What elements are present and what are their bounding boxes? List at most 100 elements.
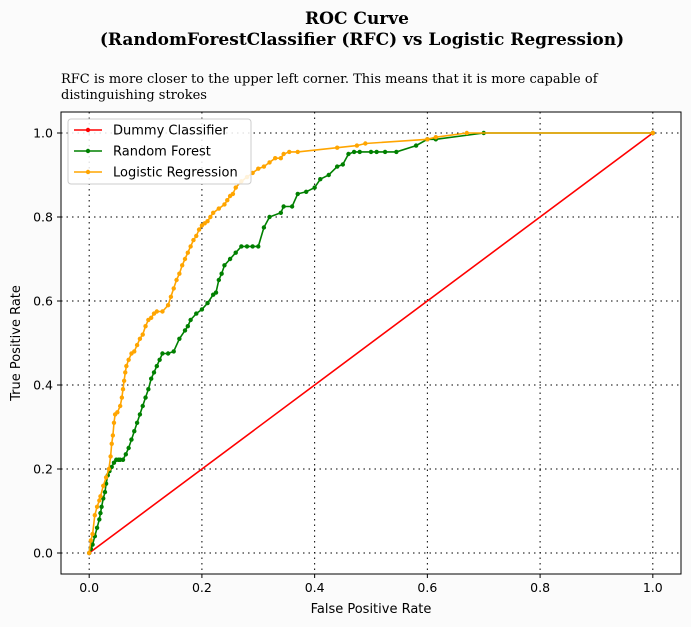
logistic-regression-point: [295, 149, 300, 155]
plot-area: 0.0 0.2 0.4 0.6 0.8 1.0 0.0 0.2 0.4 0.6 0.8 1.0 Dumm…: [33, 111, 682, 595]
random-forest-point: [126, 445, 131, 451]
logistic-regression-point: [126, 357, 131, 362]
legend-random-forest-marker: [85, 148, 91, 154]
random-forest-point: [171, 349, 176, 354]
y-tick-label: 0.6: [33, 294, 53, 309]
random-forest-point: [185, 324, 191, 329]
random-forest-point: [357, 149, 362, 155]
logistic-regression-point: [194, 233, 199, 239]
random-forest-point: [177, 336, 182, 341]
random-forest-point: [97, 517, 102, 522]
x-tick-label: 0.6: [417, 580, 437, 595]
logistic-regression-point: [115, 410, 120, 415]
x-tick-label: 0.0: [79, 580, 99, 595]
logistic-regression-point: [464, 130, 470, 136]
chart-title-line1: ROC Curve: [305, 9, 409, 29]
random-forest-point: [346, 151, 351, 157]
random-forest-point: [120, 457, 126, 462]
random-forest-point: [340, 162, 346, 167]
logistic-regression-point: [165, 303, 171, 308]
random-forest-point: [157, 357, 162, 362]
random-forest-point: [199, 307, 205, 312]
chart-subtitle-line2: distinguishing strokes: [61, 88, 207, 103]
logistic-regression-point: [108, 454, 113, 459]
logistic-regression-point: [188, 244, 193, 249]
logistic-regression-point: [278, 156, 284, 161]
logistic-regression-point: [256, 166, 261, 171]
logistic-regression-point: [171, 286, 176, 291]
random-forest-point: [351, 149, 357, 155]
random-forest-point: [129, 437, 134, 442]
logistic-regression-point: [222, 202, 227, 207]
logistic-regression-point: [272, 156, 278, 161]
logistic-regression-point: [650, 130, 656, 136]
random-forest-point: [123, 452, 129, 457]
y-tick-label: 1.0: [33, 126, 53, 141]
random-forest-point: [148, 376, 154, 381]
random-forest-point: [394, 149, 399, 155]
legend-box: [67, 118, 252, 185]
logistic-regression-point: [216, 206, 222, 211]
random-forest-point: [281, 204, 286, 209]
random-forest-point: [99, 504, 104, 509]
logistic-regression-point: [106, 466, 112, 472]
random-forest-point: [233, 250, 238, 255]
logistic-regression-point: [433, 135, 439, 140]
logistic-regression-point: [208, 214, 213, 220]
logistic-regression-point: [425, 137, 430, 142]
x-tick-label: 0.8: [530, 580, 550, 595]
logistic-regression-point: [168, 294, 174, 299]
logistic-regression-point: [109, 441, 114, 446]
random-forest-point: [267, 214, 272, 220]
x-tick-label: 1.0: [643, 580, 663, 595]
random-forest-point: [303, 189, 309, 194]
random-forest-point: [94, 525, 100, 530]
logistic-regression-point: [101, 483, 106, 488]
logistic-regression-point: [334, 145, 340, 150]
logistic-regression-point: [134, 342, 140, 348]
random-forest-point: [256, 244, 261, 249]
logistic-regression-point: [287, 149, 292, 155]
logistic-regression-point: [86, 550, 92, 556]
random-forest-point: [194, 311, 199, 316]
legend-logistic-regression-marker: [85, 169, 91, 175]
logistic-regression-point: [160, 309, 165, 314]
random-forest-point: [222, 263, 227, 268]
logistic-regression-point: [230, 191, 236, 197]
random-forest-point: [326, 172, 331, 178]
random-forest-point: [289, 204, 295, 209]
y-tick-label: 0.2: [33, 462, 53, 477]
random-forest-point: [143, 395, 148, 400]
logistic-regression-point: [177, 271, 182, 276]
random-forest-point: [382, 149, 388, 155]
logistic-regression-point: [90, 531, 95, 537]
random-forest-point: [182, 328, 188, 333]
random-forest-point: [244, 244, 250, 249]
logistic-regression-point: [191, 237, 196, 243]
random-forest-point: [239, 244, 244, 249]
logistic-regression-point: [143, 324, 148, 329]
random-forest-point: [374, 149, 379, 155]
logistic-regression-point: [103, 475, 109, 480]
legend-dummy-classifier-marker: [85, 127, 91, 133]
logistic-regression-point: [140, 332, 145, 337]
y-axis-label: True Positive Rate: [9, 285, 24, 402]
logistic-regression-point: [117, 403, 123, 409]
random-forest-point: [134, 420, 140, 425]
logistic-regression-point: [179, 263, 185, 268]
logistic-regression-point: [132, 349, 137, 354]
random-forest-point: [312, 185, 317, 190]
logistic-regression-point: [119, 395, 125, 400]
random-forest-point: [146, 387, 151, 392]
logistic-regression-point: [94, 504, 100, 509]
random-forest-point: [205, 300, 210, 306]
logistic-regression-point: [98, 494, 103, 499]
random-forest-point: [413, 143, 419, 148]
random-forest-point: [165, 351, 171, 356]
legend-dummy-classifier-label: Dummy Classifier: [113, 124, 228, 139]
chart-subtitle-line1: RFC is more closer to the upper left cor…: [61, 72, 599, 87]
x-axis-label: False Positive Rate: [311, 602, 432, 617]
logistic-regression-point: [92, 513, 98, 518]
logistic-regression-point: [121, 378, 127, 383]
